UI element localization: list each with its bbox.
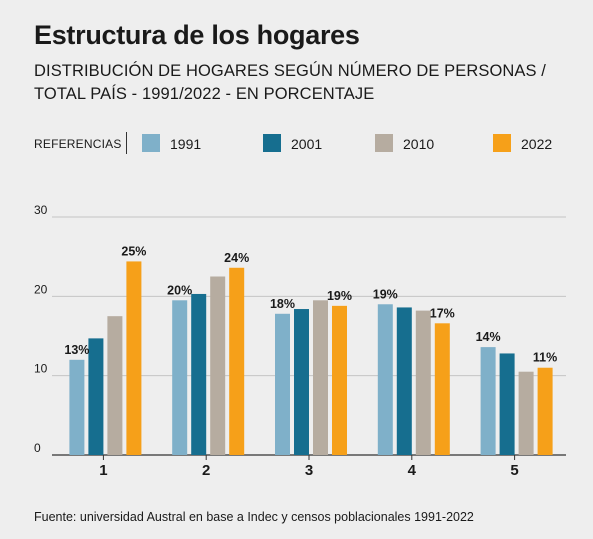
data-label-2022-4: 17%: [430, 306, 455, 320]
bar-1991-4: [377, 304, 393, 455]
legend-label-2010: 2010: [403, 136, 435, 152]
legend-label-1991: 1991: [170, 136, 202, 152]
legend-separator: [126, 132, 127, 154]
x-tick-label-3: 3: [305, 462, 313, 479]
legend: REFERENCIAS 1991 2001 2010 2022: [34, 130, 574, 158]
data-label-2022-5: 11%: [533, 351, 557, 365]
bar-2022-4: [434, 323, 450, 455]
bar-2001-3: [294, 309, 309, 455]
bar-1991-1: [69, 359, 85, 455]
bar-2022-1: [126, 261, 142, 455]
bar-2022-2: [229, 267, 245, 455]
legend-swatch-2022: [493, 134, 511, 152]
data-label-2022-3: 19%: [327, 289, 352, 303]
bar-2001-1: [88, 338, 104, 455]
data-label-1991-3: 18%: [270, 297, 295, 311]
bar-1991-5: [480, 347, 496, 455]
bar-chart: 0 10 20 30 1 2 3 4 5 13% 25% 20% 24% 18% 19% 19% 17% 14% 1…: [34, 203, 566, 479]
legend-label-2001: 2001: [291, 136, 323, 152]
data-label-2022-2: 24%: [224, 251, 249, 265]
y-tick-label-30: 30: [34, 203, 48, 217]
legend-swatch-1991: [142, 134, 160, 152]
legend-title: REFERENCIAS: [34, 137, 122, 151]
bar-2010-1: [107, 316, 123, 455]
bar-2010-4: [415, 310, 431, 455]
data-label-1991-2: 20%: [167, 283, 192, 297]
y-tick-label-20: 20: [34, 282, 48, 296]
data-label-1991-4: 19%: [373, 287, 398, 301]
source-note: Fuente: universidad Austral en base a In…: [34, 510, 474, 524]
chart-title: Estructura de los hogares: [34, 20, 360, 50]
bar-2001-4: [396, 307, 412, 455]
bar-2010-3: [313, 300, 328, 455]
legend-swatch-2010: [375, 134, 393, 152]
bar-2001-5: [499, 353, 515, 455]
chart-subtitle: DISTRIBUCIÓN DE HOGARES SEGÚN NÚMERO DE …: [34, 62, 546, 103]
x-tick-label-2: 2: [202, 462, 210, 479]
x-tick-label-1: 1: [99, 462, 107, 479]
bar-2010-2: [210, 276, 226, 455]
data-label-1991-5: 14%: [476, 330, 501, 344]
data-label-2022-1: 25%: [121, 244, 146, 258]
bar-2022-3: [332, 305, 347, 455]
y-tick-label-0: 0: [34, 441, 41, 455]
data-label-1991-1: 13%: [64, 343, 89, 357]
legend-swatch-2001: [263, 134, 281, 152]
bar-2010-5: [518, 371, 534, 455]
bar-1991-3: [275, 313, 290, 455]
legend-label-2022: 2022: [521, 136, 553, 152]
bar-1991-2: [172, 300, 188, 455]
x-tick-label-4: 4: [408, 462, 417, 479]
bar-2001-2: [191, 293, 207, 455]
bar-2022-5: [537, 367, 553, 455]
y-tick-label-10: 10: [34, 362, 48, 376]
x-tick-label-5: 5: [510, 462, 518, 479]
